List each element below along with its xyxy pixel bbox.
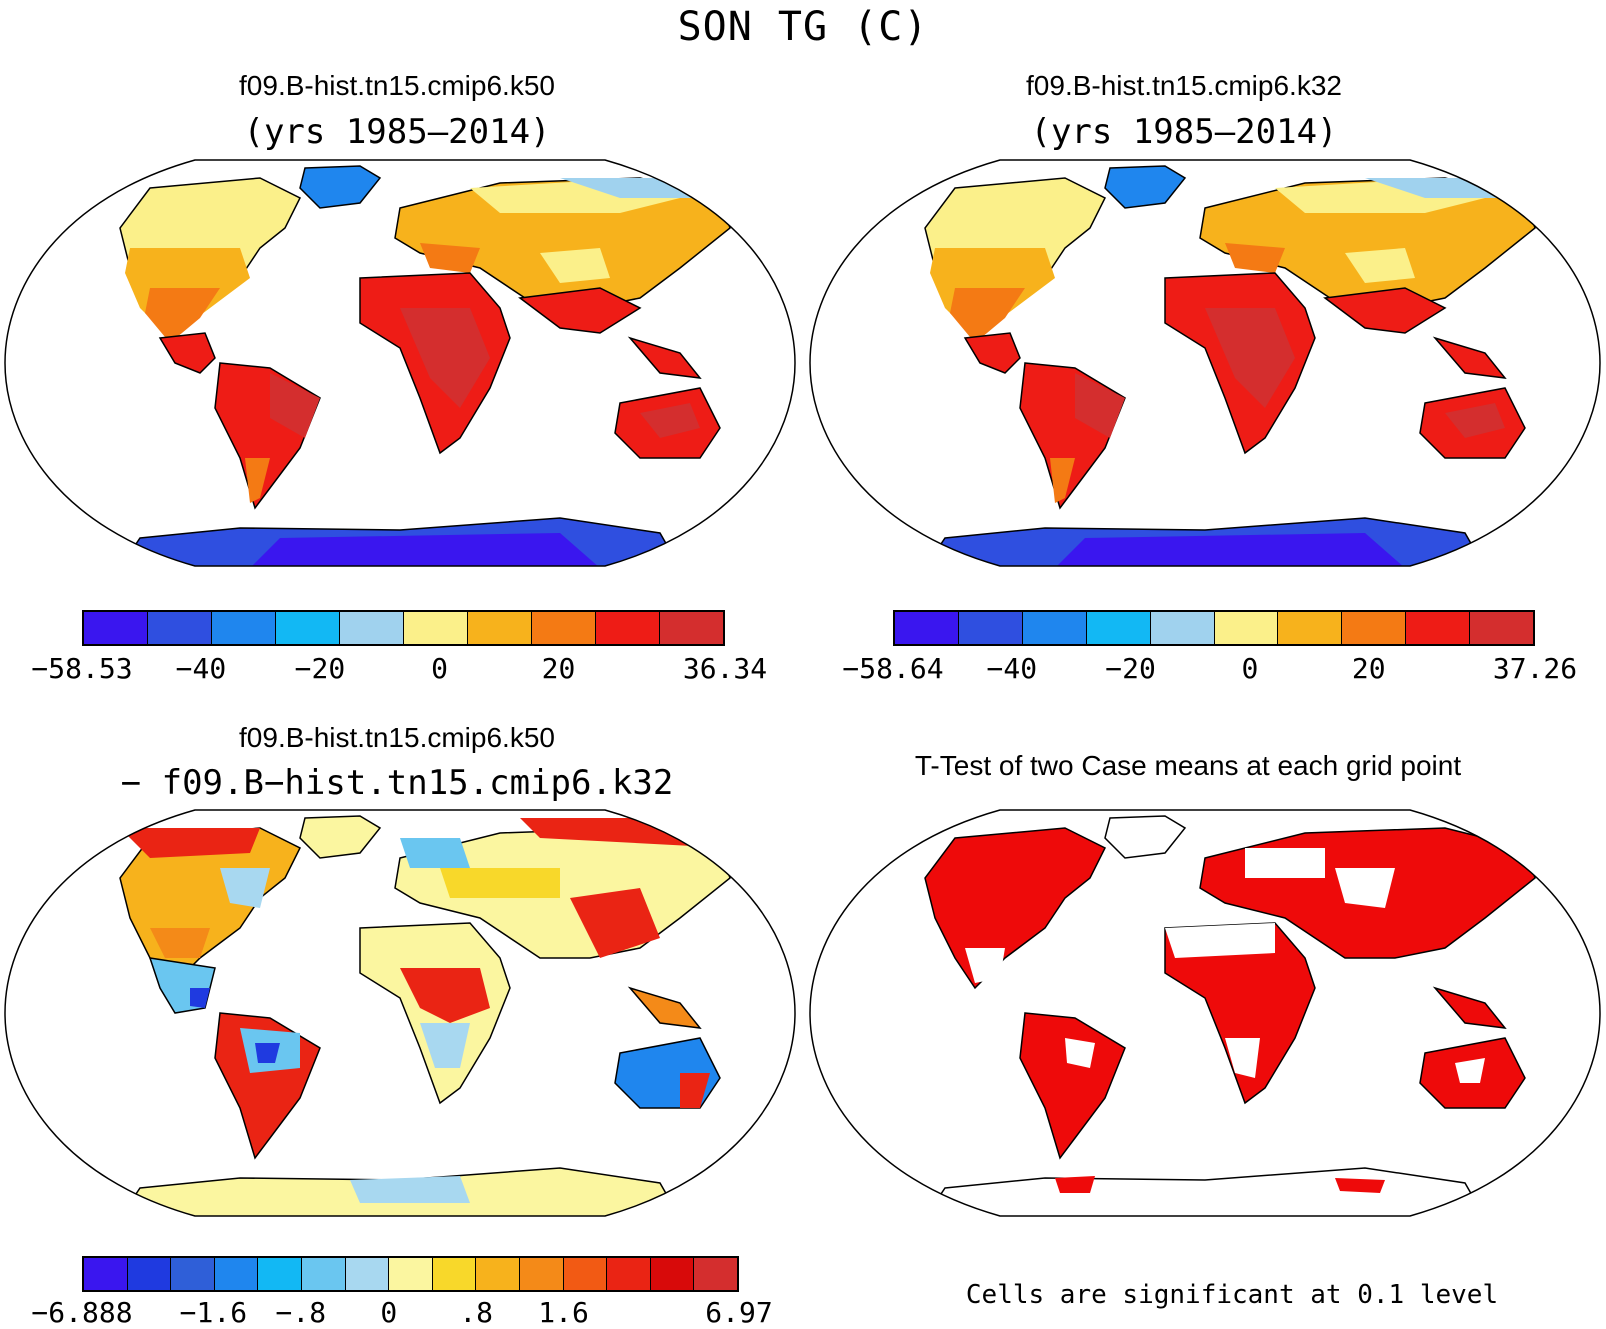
colorbar-swatch [84,1258,128,1290]
colorbar-tick-label: 36.34 [682,652,768,685]
panel2-colorbar [893,610,1535,646]
panel2-title: f09.B-hist.tn15.cmip6.k32 [1026,70,1342,101]
colorbar-swatch [84,612,148,644]
panel4-map [809,809,1601,1217]
colorbar-swatch [214,1258,259,1290]
colorbar-swatch [301,1258,346,1290]
colorbar-tick-label: 1.6 [538,1296,589,1329]
colorbar-swatch [596,612,660,644]
figure-title: SON TG (C) [677,4,929,50]
colorbar-swatch [345,1258,390,1290]
colorbar-tick-label: 0 [380,1296,398,1329]
colorbar-swatch [519,1258,564,1290]
colorbar-tick-label: 0 [1241,652,1259,685]
colorbar-tick-label: −20 [1105,652,1156,685]
panel2-map [809,159,1601,567]
colorbar-swatch [148,612,212,644]
colorbar-swatch [660,612,723,644]
colorbar-swatch [607,1258,651,1290]
colorbar-swatch [258,1258,302,1290]
colorbar-tick-label: −6.888 [31,1296,133,1329]
colorbar-tick-label: −58.53 [31,652,133,685]
panel3-subtitle: − f09.B−hist.tn15.cmip6.k32 [120,763,674,803]
colorbar-swatch [171,1258,215,1290]
colorbar-swatch [476,1258,520,1290]
colorbar-tick-label: −58.64 [842,652,944,685]
panel1-title: f09.B-hist.tn15.cmip6.k50 [239,70,555,101]
colorbar-swatch [694,1258,737,1290]
colorbar-swatch [432,1258,477,1290]
colorbar-swatch [1278,612,1343,644]
colorbar-tick-label: −1.6 [179,1296,248,1329]
panel1-colorbar [82,610,725,646]
colorbar-swatch [127,1258,172,1290]
colorbar-tick-label: −40 [175,652,227,685]
colorbar-tick-label: 20 [541,652,576,685]
colorbar-tick-label: 37.26 [1492,652,1578,685]
colorbar-swatch [1086,612,1151,644]
colorbar-swatch [340,612,404,644]
colorbar-swatch [276,612,340,644]
significance-note: Cells are significant at 0.1 level [965,1280,1499,1310]
colorbar-swatch [563,1258,608,1290]
panel1-subtitle: (yrs 1985–2014) [243,112,551,152]
panel4-title: T-Test of two Case means at each grid po… [914,750,1462,781]
colorbar-swatch [1342,612,1407,644]
colorbar-swatch [958,612,1023,644]
colorbar-tick-label: −40 [986,652,1038,685]
colorbar-swatch [1022,612,1087,644]
colorbar-tick-label: 0 [431,652,448,685]
panel3-title: f09.B-hist.tn15.cmip6.k50 [239,722,555,753]
colorbar-swatch [1214,612,1279,644]
colorbar-tick-label: .8 [459,1296,494,1329]
colorbar-swatch [650,1258,695,1290]
colorbar-tick-label: −.8 [275,1296,327,1329]
colorbar-swatch [468,612,532,644]
panel3-map [4,809,796,1217]
colorbar-swatch [1406,612,1471,644]
colorbar-swatch [532,612,596,644]
colorbar-swatch [212,612,276,644]
panel3-colorbar [82,1256,739,1292]
colorbar-swatch [1470,612,1534,644]
colorbar-tick-label: 20 [1351,652,1386,685]
colorbar-tick-label: −20 [294,652,346,685]
colorbar-swatch [1150,612,1215,644]
panel2-subtitle: (yrs 1985–2014) [1030,112,1338,152]
colorbar-swatch [404,612,468,644]
colorbar-swatch [895,612,959,644]
panel1-map [4,159,796,567]
colorbar-tick-label: 6.97 [705,1296,773,1329]
colorbar-swatch [389,1258,433,1290]
